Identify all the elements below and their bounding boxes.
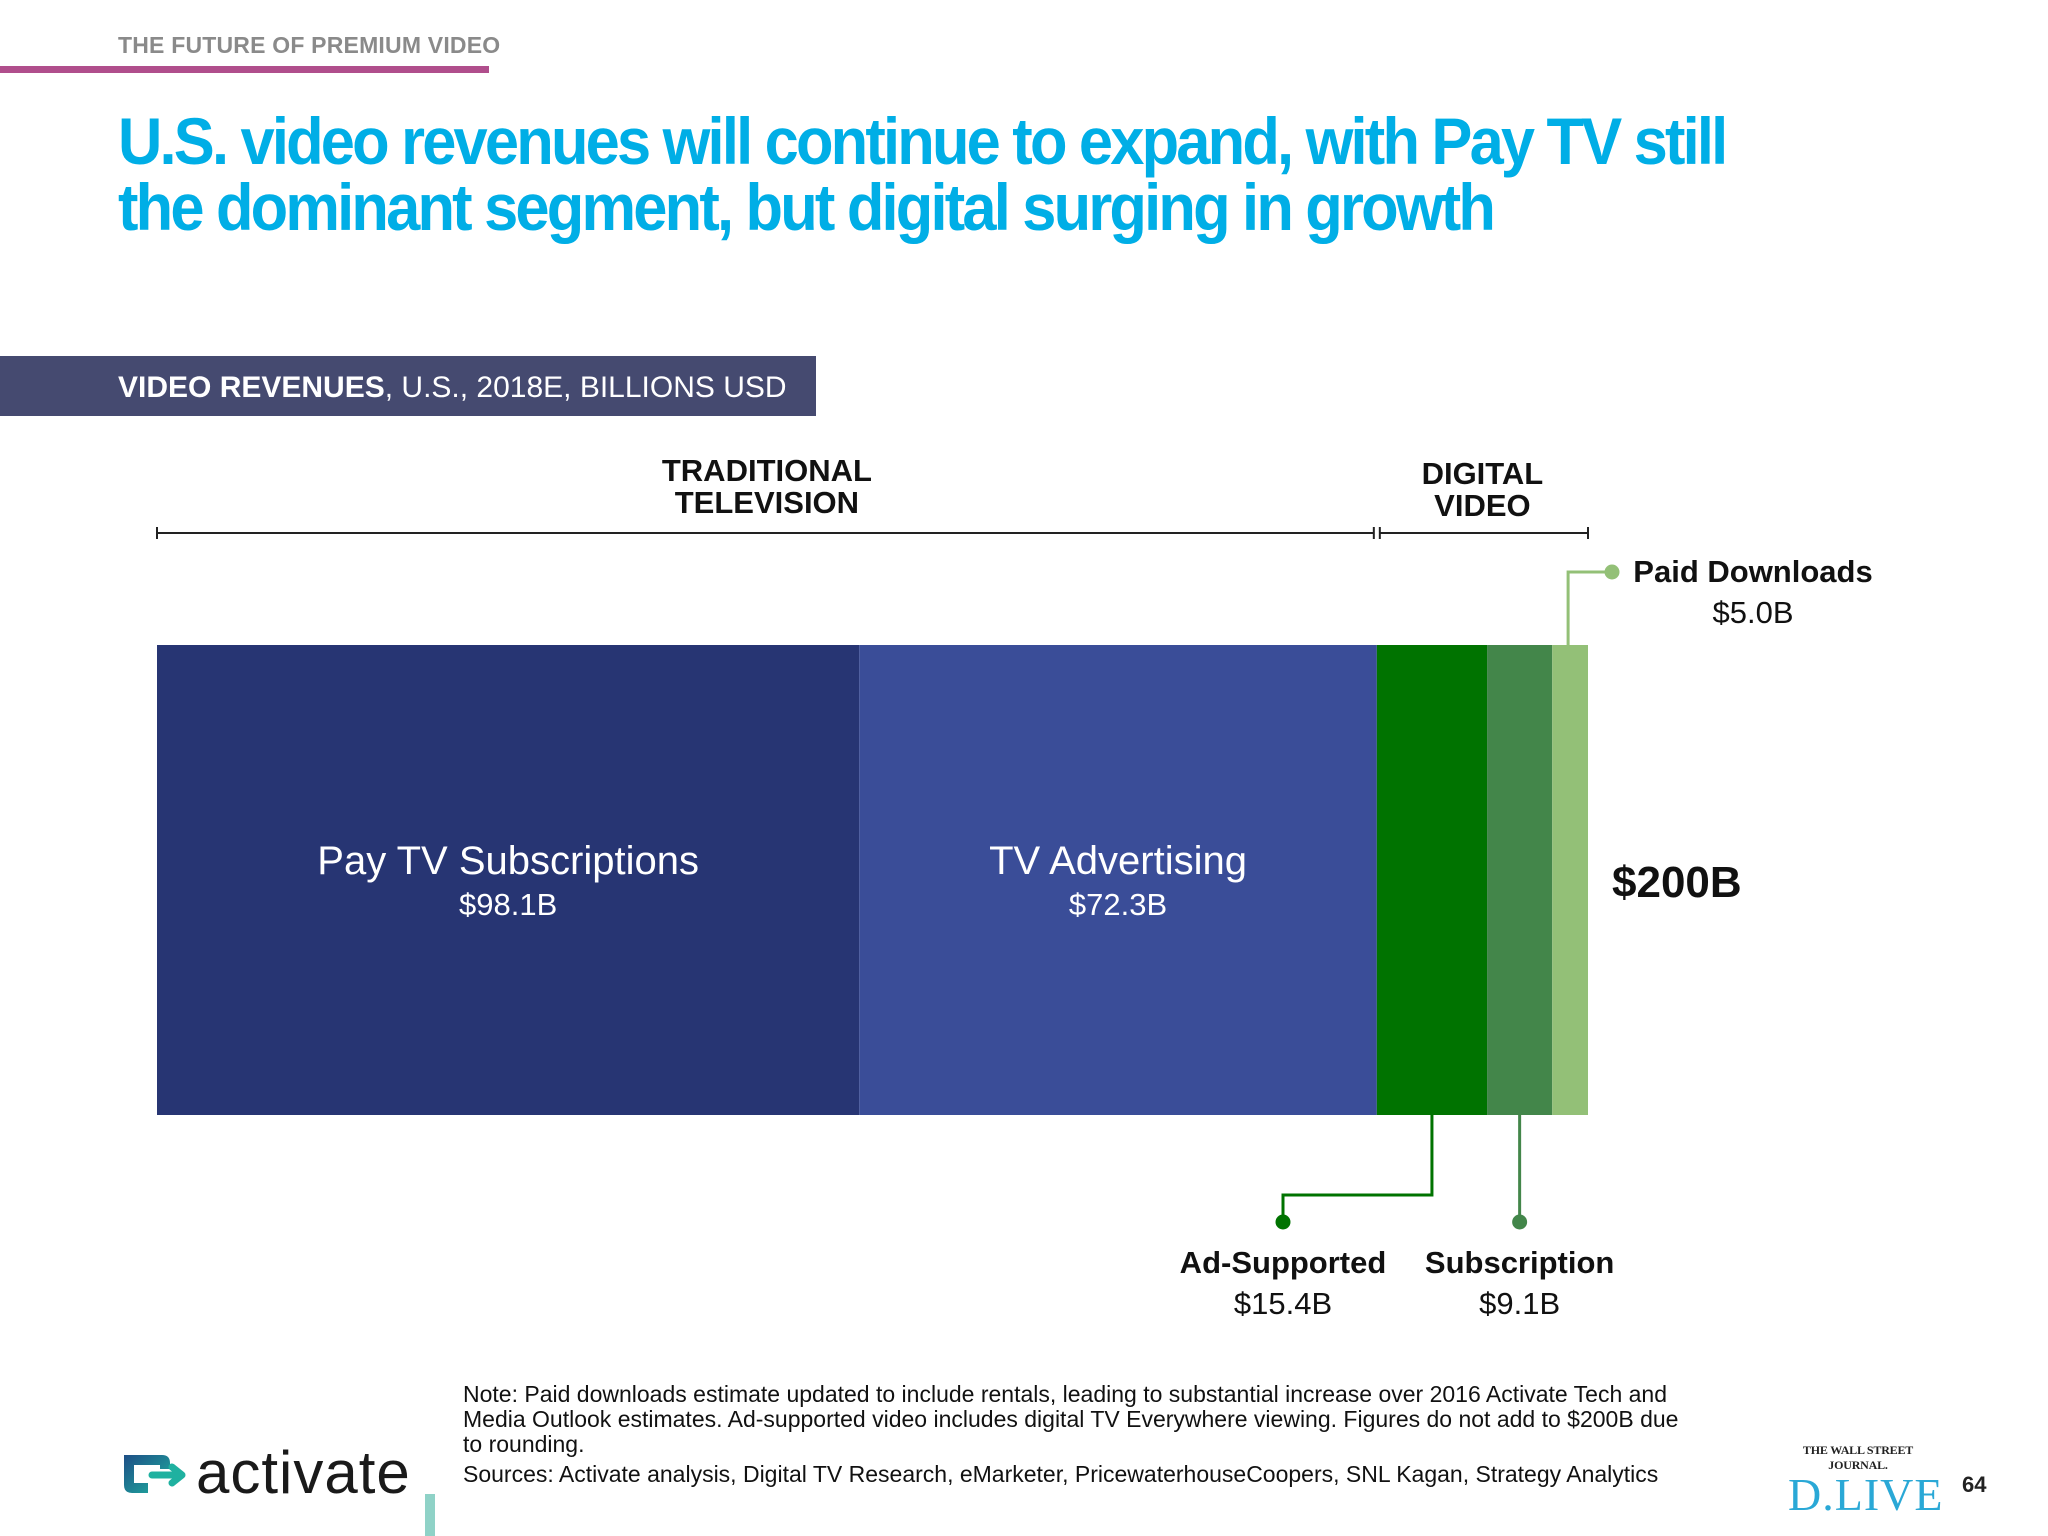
segment-label-tv-advertising: TV Advertising $72.3B <box>989 838 1247 926</box>
partner-logo-big: D.LIVE <box>1788 1469 1944 1520</box>
callout-name: Ad-Supported <box>1179 1245 1387 1280</box>
sources-note: Sources: Activate analysis, Digital TV R… <box>463 1461 1659 1487</box>
partner-logo: THE WALL STREET JOURNAL. D.LIVE <box>1788 1443 1944 1520</box>
bar-segment-1 <box>859 645 1377 1115</box>
activate-logo-icon <box>124 1454 186 1493</box>
callout-value: $5.0B <box>1712 595 1794 630</box>
eyebrow-label: THE FUTURE OF PREMIUM VIDEO <box>118 32 501 58</box>
segment-name: TV Advertising <box>989 839 1247 883</box>
callout-subscription: Subscription $9.1B <box>1425 1243 1614 1325</box>
activate-logo-text: activate <box>196 1439 411 1506</box>
total-label: $200B <box>1612 858 1742 907</box>
footnote: Note: Paid downloads estimate updated to… <box>463 1381 1679 1457</box>
callout-line-ad-supported <box>1281 1115 1434 1222</box>
segment-value: $72.3B <box>1068 887 1168 922</box>
segment-label-pay-tv: Pay TV Subscriptions $98.1B <box>317 838 699 926</box>
bar-segment-3 <box>1487 645 1553 1115</box>
callout-value: $15.4B <box>1233 1286 1333 1321</box>
group-label-line: DIGITAL <box>1421 456 1544 491</box>
callout-dot-subscription <box>1512 1214 1528 1230</box>
chart-title-rest: , U.S., 2018E, BILLIONS USD <box>384 371 787 404</box>
group-label-line: VIDEO <box>1434 488 1531 523</box>
group-label-line: TRADITIONAL <box>661 453 872 488</box>
segment-value: $98.1B <box>458 887 558 922</box>
page-number: 64 <box>1962 1472 1987 1497</box>
partner-logo-small: THE WALL STREET JOURNAL. <box>1802 1443 1914 1472</box>
chart-title-bar: VIDEO REVENUES, U.S., 2018E, BILLIONS US… <box>0 356 816 416</box>
bar-segment-0 <box>157 645 860 1115</box>
bar-segment-4 <box>1552 645 1588 1115</box>
group-label-line: TELEVISION <box>674 485 860 520</box>
chart-title-bold: VIDEO REVENUES <box>118 371 385 404</box>
eyebrow-rule <box>0 66 489 73</box>
chart-title: VIDEO REVENUES, U.S., 2018E, BILLIONS US… <box>118 371 787 405</box>
group-label-traditional: TRADITIONAL TELEVISION <box>617 455 917 519</box>
callout-value: $9.1B <box>1479 1286 1561 1321</box>
bar-segment-2 <box>1376 645 1488 1115</box>
callout-dot-ad-supported <box>1275 1214 1291 1230</box>
callout-name: Subscription <box>1424 1245 1615 1280</box>
callout-ad-supported: Ad-Supported $15.4B <box>1180 1243 1387 1325</box>
callout-dot-paid-downloads <box>1604 564 1620 580</box>
segment-name: Pay TV Subscriptions <box>317 839 699 883</box>
activate-logo: activate <box>118 1438 411 1507</box>
page-title: U.S. video revenues will continue to exp… <box>118 104 1728 244</box>
group-label-digital: DIGITAL VIDEO <box>1372 458 1592 522</box>
callout-name: Paid Downloads <box>1633 554 1873 589</box>
logo-accent-bar <box>425 1494 435 1536</box>
callout-line-paid-downloads <box>1566 570 1612 645</box>
callout-paid-downloads: Paid Downloads $5.0B <box>1633 552 1872 634</box>
